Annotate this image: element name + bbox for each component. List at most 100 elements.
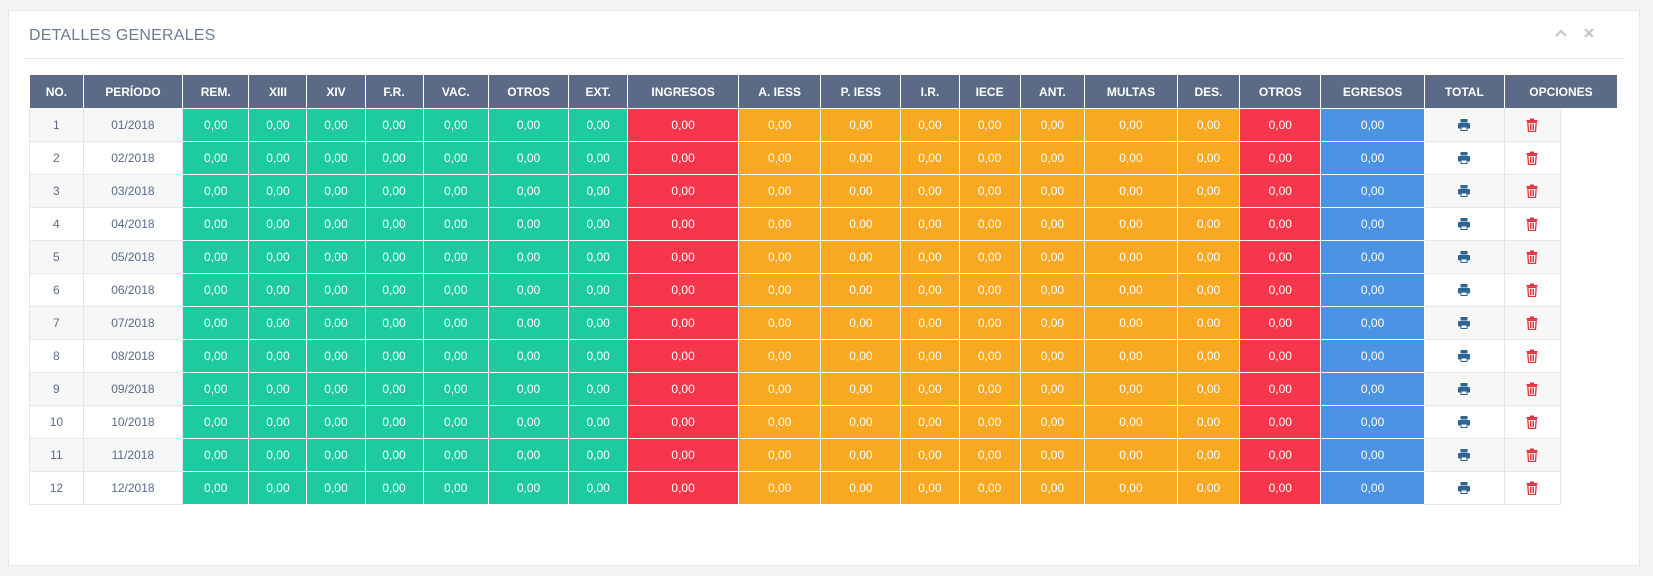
- delete-button[interactable]: [1525, 481, 1539, 496]
- print-icon: [1458, 416, 1471, 429]
- print-button[interactable]: [1457, 217, 1471, 231]
- amount-cell: 0,00: [1239, 141, 1322, 175]
- amount-cell: 0,00: [1239, 240, 1322, 274]
- delete-button[interactable]: [1525, 151, 1539, 166]
- print-button[interactable]: [1457, 481, 1471, 495]
- amount-cell: 0,00: [1084, 339, 1178, 373]
- amount-cell: 0,00: [306, 207, 366, 241]
- amount-cell: 0,00: [627, 471, 739, 505]
- amount-cell: 0,00: [627, 207, 739, 241]
- amount-cell: 0,00: [422, 438, 489, 472]
- amount-cell: 0,00: [958, 240, 1021, 274]
- trash-icon: [1526, 448, 1538, 463]
- amount-cell: 0,00: [627, 372, 739, 406]
- amount-cell: 0,00: [1176, 306, 1241, 340]
- amount-cell: 0,00: [422, 405, 489, 439]
- amount-cell: 0,00: [306, 372, 366, 406]
- amount-cell: 0,00: [900, 339, 960, 373]
- row-period: 04/2018: [82, 207, 183, 241]
- amount-cell: 0,00: [900, 240, 960, 274]
- amount-cell: 0,00: [248, 471, 308, 505]
- delete-button[interactable]: [1525, 316, 1539, 331]
- print-button[interactable]: [1457, 415, 1471, 429]
- trash-icon: [1526, 184, 1538, 199]
- row-period: 12/2018: [82, 471, 183, 505]
- amount-cell: 0,00: [1084, 372, 1178, 406]
- print-button[interactable]: [1457, 349, 1471, 363]
- row-period: 11/2018: [82, 438, 183, 472]
- print-button[interactable]: [1457, 184, 1471, 198]
- amount-cell: 0,00: [364, 372, 424, 406]
- amount-cell: 0,00: [1239, 471, 1322, 505]
- print-button[interactable]: [1457, 448, 1471, 462]
- amount-cell: 0,00: [820, 240, 902, 274]
- print-button[interactable]: [1457, 250, 1471, 264]
- amount-cell: 0,00: [181, 438, 250, 472]
- amount-cell: 0,00: [1239, 438, 1322, 472]
- amount-cell: 0,00: [1239, 174, 1322, 208]
- delete-button[interactable]: [1525, 217, 1539, 232]
- print-button[interactable]: [1457, 316, 1471, 330]
- amount-cell: 0,00: [1084, 207, 1178, 241]
- delete-button[interactable]: [1525, 184, 1539, 199]
- amount-cell: 0,00: [364, 207, 424, 241]
- amount-cell: 0,00: [568, 207, 629, 241]
- amount-cell: 0,00: [181, 141, 250, 175]
- amount-cell: 0,00: [820, 438, 902, 472]
- table-row: 2 02/2018 0,00 0,00 0,00 0,00 0,00 0,00 0,00 0,00…: [29, 141, 1618, 175]
- print-icon: [1458, 383, 1471, 396]
- amount-cell: 0,00: [306, 405, 366, 439]
- close-button[interactable]: [1581, 25, 1597, 41]
- amount-cell: 0,00: [627, 174, 739, 208]
- amount-cell: 0,00: [422, 174, 489, 208]
- amount-cell: 0,00: [958, 438, 1021, 472]
- amount-cell: 0,00: [364, 306, 424, 340]
- delete-button[interactable]: [1525, 283, 1539, 298]
- print-button[interactable]: [1457, 382, 1471, 396]
- table-row: 9 09/2018 0,00 0,00 0,00 0,00 0,00 0,00 0,00 0,00…: [29, 372, 1618, 406]
- amount-cell: 0,00: [1320, 207, 1425, 241]
- amount-cell: 0,00: [248, 207, 308, 241]
- delete-cell: [1503, 240, 1561, 274]
- amount-cell: 0,00: [306, 438, 366, 472]
- print-button[interactable]: [1457, 283, 1471, 297]
- row-number: 1: [29, 108, 84, 142]
- row-period: 09/2018: [82, 372, 183, 406]
- delete-cell: [1503, 372, 1561, 406]
- amount-cell: 0,00: [900, 108, 960, 142]
- print-button[interactable]: [1457, 151, 1471, 165]
- delete-button[interactable]: [1525, 415, 1539, 430]
- amount-cell: 0,00: [627, 405, 739, 439]
- amount-cell: 0,00: [820, 174, 902, 208]
- column-header: MULTAS: [1084, 74, 1178, 109]
- table-row: 7 07/2018 0,00 0,00 0,00 0,00 0,00 0,00 0,00 0,00…: [29, 306, 1618, 340]
- trash-icon: [1526, 151, 1538, 166]
- collapse-button[interactable]: [1553, 25, 1569, 41]
- amount-cell: 0,00: [1176, 339, 1241, 373]
- delete-button[interactable]: [1525, 349, 1539, 364]
- table-row: 8 08/2018 0,00 0,00 0,00 0,00 0,00 0,00 0,00 0,00…: [29, 339, 1618, 373]
- print-icon: [1458, 449, 1471, 462]
- amount-cell: 0,00: [1019, 339, 1086, 373]
- amount-cell: 0,00: [422, 207, 489, 241]
- amount-cell: 0,00: [568, 438, 629, 472]
- delete-button[interactable]: [1525, 448, 1539, 463]
- amount-cell: 0,00: [568, 405, 629, 439]
- amount-cell: 0,00: [364, 339, 424, 373]
- amount-cell: 0,00: [306, 240, 366, 274]
- column-header: A. IESS: [737, 74, 822, 109]
- amount-cell: 0,00: [1019, 207, 1086, 241]
- print-icon: [1458, 218, 1471, 231]
- amount-cell: 0,00: [1320, 438, 1425, 472]
- amount-cell: 0,00: [958, 273, 1021, 307]
- amount-cell: 0,00: [568, 174, 629, 208]
- print-button[interactable]: [1457, 118, 1471, 132]
- amount-cell: 0,00: [627, 339, 739, 373]
- amount-cell: 0,00: [627, 273, 739, 307]
- delete-button[interactable]: [1525, 250, 1539, 265]
- column-header: NO.: [29, 74, 84, 109]
- amount-cell: 0,00: [422, 339, 489, 373]
- amount-cell: 0,00: [820, 207, 902, 241]
- delete-button[interactable]: [1525, 382, 1539, 397]
- delete-button[interactable]: [1525, 118, 1539, 133]
